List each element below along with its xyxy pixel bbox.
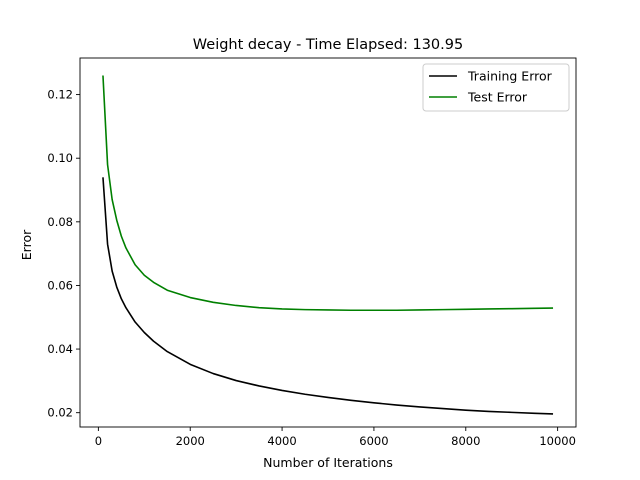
legend: Training Error Test Error xyxy=(422,63,570,112)
legend-label: Training Error xyxy=(467,69,553,84)
x-tick-label: 10000 xyxy=(539,434,576,448)
axes-frame xyxy=(79,57,577,428)
chart-title: Weight decay - Time Elapsed: 130.95 xyxy=(193,37,463,53)
x-axis-label: Number of Iterations xyxy=(263,455,393,470)
x-tick-label: 2000 xyxy=(176,434,205,448)
x-axis: 0 2000 4000 6000 8000 10000 xyxy=(95,427,576,448)
x-tick-label: 4000 xyxy=(267,434,296,448)
y-tick-label: 0.02 xyxy=(47,406,73,420)
series-line-training-error xyxy=(102,177,554,415)
y-tick-label: 0.04 xyxy=(47,342,73,356)
y-tick-label: 0.08 xyxy=(47,215,73,229)
x-tick-label: 0 xyxy=(95,434,102,448)
y-tick-label: 0.10 xyxy=(47,151,73,165)
y-tick-label: 0.12 xyxy=(47,88,73,102)
x-tick-label: 8000 xyxy=(451,434,480,448)
y-axis: 0.02 0.04 0.06 0.08 0.10 0.12 xyxy=(47,88,80,420)
legend-label: Test Error xyxy=(467,90,528,105)
legend-box xyxy=(422,63,570,112)
plot-area xyxy=(79,57,577,428)
y-tick-label: 0.06 xyxy=(47,278,73,292)
x-tick-label: 6000 xyxy=(359,434,388,448)
series-line-test-error xyxy=(102,75,554,312)
y-axis-label: Error xyxy=(19,229,34,260)
